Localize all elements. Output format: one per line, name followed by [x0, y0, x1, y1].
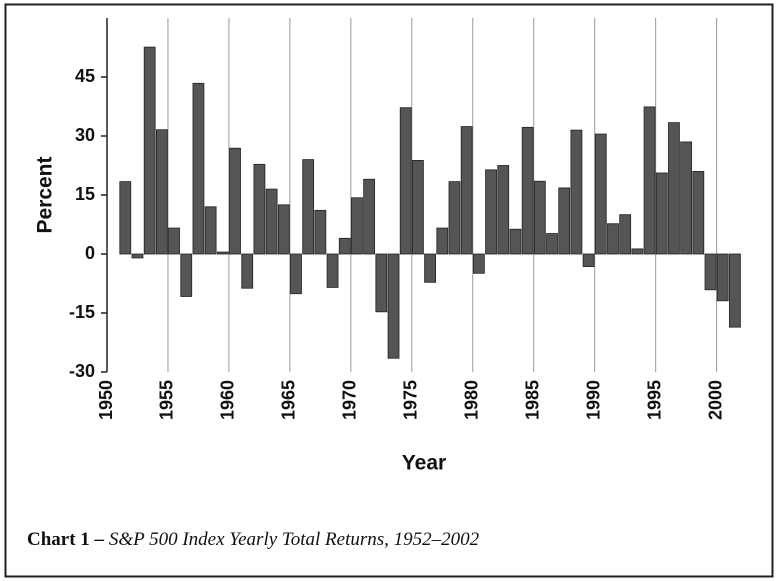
x-tick-label: 1965	[279, 380, 299, 420]
bar	[655, 172, 668, 255]
bar	[619, 214, 632, 255]
bar	[204, 206, 217, 255]
caption-label: Chart 1 –	[27, 529, 105, 550]
x-tick-label: 1950	[96, 380, 116, 420]
x-axis-label: Year	[402, 452, 446, 475]
bar	[180, 253, 193, 297]
bar	[692, 170, 705, 255]
bar	[582, 253, 595, 267]
bar	[326, 253, 339, 288]
bar	[387, 253, 400, 359]
bar	[192, 82, 205, 255]
bar	[119, 181, 132, 255]
x-tick-label: 1990	[583, 380, 603, 420]
bar	[131, 253, 144, 259]
bar	[241, 253, 254, 289]
bar	[302, 159, 315, 255]
bar	[680, 141, 693, 255]
bar	[253, 163, 266, 255]
bar	[216, 251, 229, 255]
bar	[558, 187, 571, 255]
bar	[668, 122, 680, 255]
x-tick-label: 1985	[522, 380, 542, 420]
y-tick-label: 30	[75, 125, 95, 145]
bar	[448, 181, 461, 255]
y-tick-label: 15	[75, 184, 95, 204]
y-tick-label: -30	[69, 361, 95, 381]
bar	[155, 129, 168, 255]
x-tick-label: 2000	[705, 380, 725, 420]
y-tick-label: 0	[85, 243, 95, 263]
bar	[375, 253, 388, 313]
x-tick-label: 1970	[340, 380, 360, 420]
bar	[546, 233, 558, 255]
bar	[460, 126, 473, 255]
bar	[424, 253, 436, 283]
x-tick-label: 1980	[462, 380, 482, 420]
bar	[509, 228, 522, 255]
bar	[472, 253, 485, 274]
bar	[716, 253, 729, 302]
bar	[570, 129, 583, 255]
bar	[399, 107, 412, 255]
bar	[314, 209, 327, 255]
bar	[729, 253, 741, 328]
bar	[533, 180, 546, 255]
y-tick-label: -15	[69, 302, 95, 322]
bar	[412, 159, 424, 255]
bar	[594, 133, 607, 255]
bar	[338, 237, 351, 255]
bar	[290, 253, 302, 295]
bar	[363, 178, 376, 255]
y-axis-label: Percent	[34, 156, 57, 233]
caption-text: S&P 500 Index Yearly Total Returns, 1952…	[109, 529, 480, 550]
bar	[143, 46, 156, 255]
bar	[704, 253, 717, 291]
bar	[351, 197, 363, 255]
bar	[168, 227, 180, 255]
bar	[607, 223, 619, 255]
bar	[631, 248, 644, 255]
y-tick-label: 45	[75, 66, 95, 86]
bar	[265, 188, 278, 255]
x-tick-label: 1995	[644, 380, 664, 420]
bar	[643, 106, 656, 255]
bar	[229, 147, 241, 255]
bar	[521, 126, 534, 255]
bar	[277, 204, 290, 255]
bar	[497, 165, 510, 255]
x-tick-label: 1960	[218, 380, 238, 420]
x-tick-label: 1955	[157, 380, 177, 420]
bar	[436, 227, 449, 255]
caption: Chart 1 – S&P 500 Index Yearly Total Ret…	[27, 529, 480, 550]
bar	[485, 169, 497, 255]
x-tick-label: 1975	[401, 380, 421, 420]
